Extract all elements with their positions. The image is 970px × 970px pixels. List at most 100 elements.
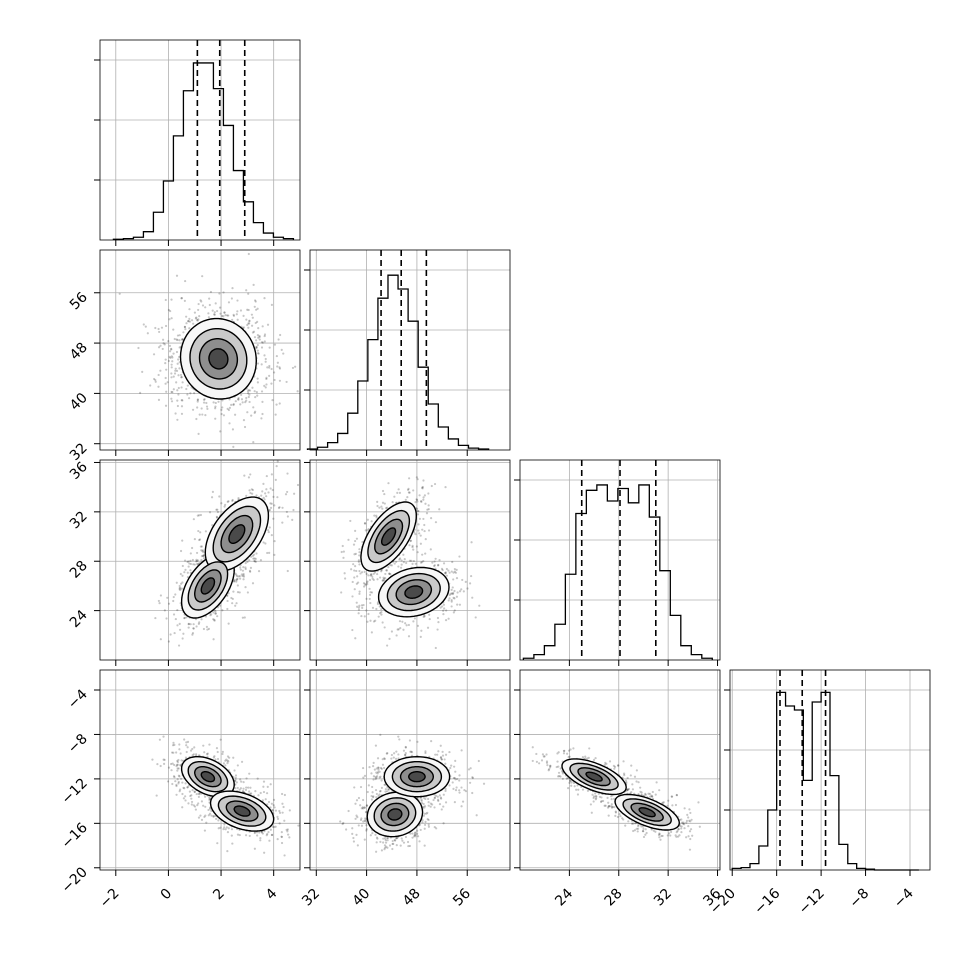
scatter-point: [417, 523, 420, 526]
scatter-point: [193, 538, 196, 541]
x-tick-label: −4: [891, 885, 917, 911]
scatter-point: [382, 841, 385, 844]
scatter-point: [251, 386, 254, 389]
scatter-point: [263, 384, 266, 387]
scatter-point: [371, 577, 374, 580]
scatter-point: [392, 842, 395, 846]
scatter-point: [243, 616, 246, 619]
y-tick-label: −20: [59, 864, 91, 896]
scatter-point: [458, 590, 462, 593]
scatter-point: [178, 334, 181, 337]
scatter-point: [164, 382, 167, 385]
scatter-point: [453, 589, 456, 593]
scatter-point: [426, 508, 429, 511]
scatter-point: [164, 324, 168, 328]
scatter-point: [452, 596, 455, 599]
scatter-panel: −2 0 2 4−20−16−12−8−4: [59, 669, 301, 911]
scatter-point: [253, 560, 256, 563]
scatter-point: [260, 363, 263, 366]
scatter-point: [213, 618, 216, 621]
scatter-point: [170, 376, 173, 379]
scatter-point: [176, 759, 179, 763]
scatter-point: [205, 625, 208, 629]
scatter-point: [234, 604, 237, 607]
scatter-point: [167, 640, 170, 643]
scatter-point: [246, 560, 249, 563]
scatter-point: [414, 833, 417, 837]
scatter-point: [247, 308, 250, 312]
scatter-point: [191, 631, 195, 635]
scatter-point: [422, 498, 425, 501]
scatter-point: [420, 499, 423, 503]
scatter-point: [199, 513, 203, 517]
scatter-point: [184, 328, 187, 331]
scatter-point: [176, 763, 179, 766]
scatter-point: [421, 485, 424, 489]
scatter-point: [263, 354, 266, 357]
scatter-point: [273, 343, 277, 346]
scatter-point: [282, 805, 285, 809]
scatter-point: [239, 403, 242, 406]
scatter-point: [369, 834, 372, 837]
scatter-point: [450, 599, 453, 602]
scatter-point: [440, 758, 444, 761]
scatter-point: [351, 628, 354, 632]
scatter-point: [221, 750, 224, 753]
scatter-point: [349, 519, 352, 523]
scatter-point: [375, 836, 379, 839]
scatter-point: [230, 828, 234, 831]
scatter-point: [447, 617, 450, 620]
scatter-point: [247, 292, 250, 295]
scatter-point: [170, 366, 173, 369]
scatter-point: [358, 590, 361, 593]
scatter-point: [398, 620, 402, 623]
scatter-point: [180, 297, 183, 300]
panel-frame: [309, 459, 511, 661]
scatter-point: [251, 331, 255, 334]
scatter-point: [240, 398, 244, 401]
scatter-point: [243, 474, 246, 477]
scatter-point: [444, 571, 448, 574]
scatter-point: [196, 804, 199, 807]
scatter-point: [260, 417, 263, 420]
scatter-point: [249, 473, 252, 476]
scatter-point: [270, 833, 273, 837]
histogram-step: [731, 691, 919, 871]
scatter-point: [365, 572, 368, 575]
scatter-point: [382, 576, 385, 579]
scatter-point: [210, 814, 213, 817]
scatter-point: [342, 550, 345, 553]
scatter-point: [381, 507, 384, 510]
scatter-point: [139, 391, 142, 394]
scatter-point: [184, 795, 187, 798]
scatter-point: [442, 603, 446, 606]
scatter-point: [354, 802, 357, 805]
scatter-point: [244, 567, 247, 571]
scatter-point: [427, 804, 430, 807]
scatter-point: [268, 551, 271, 554]
scatter-point: [364, 584, 367, 587]
scatter-point: [366, 580, 369, 583]
scatter-point: [232, 445, 235, 448]
scatter-point: [416, 500, 419, 503]
scatter-point: [385, 569, 388, 572]
scatter-point: [237, 396, 240, 400]
scatter-point: [256, 334, 259, 337]
scatter-point: [285, 828, 288, 831]
scatter-point: [230, 297, 233, 300]
scatter-point: [271, 809, 275, 812]
scatter-point: [406, 496, 409, 499]
scatter-point: [259, 558, 263, 562]
scatter-point: [179, 582, 183, 585]
scatter-point: [391, 501, 394, 504]
scatter-point: [255, 346, 258, 349]
scatter-point: [189, 559, 192, 562]
y-tick-label: 40: [67, 390, 91, 414]
scatter-point: [192, 563, 195, 566]
scatter-point: [367, 784, 370, 787]
scatter-point: [204, 306, 207, 309]
scatter-point: [342, 556, 345, 559]
scatter-point: [226, 755, 230, 758]
scatter-point: [207, 312, 210, 315]
scatter-point: [200, 549, 203, 552]
